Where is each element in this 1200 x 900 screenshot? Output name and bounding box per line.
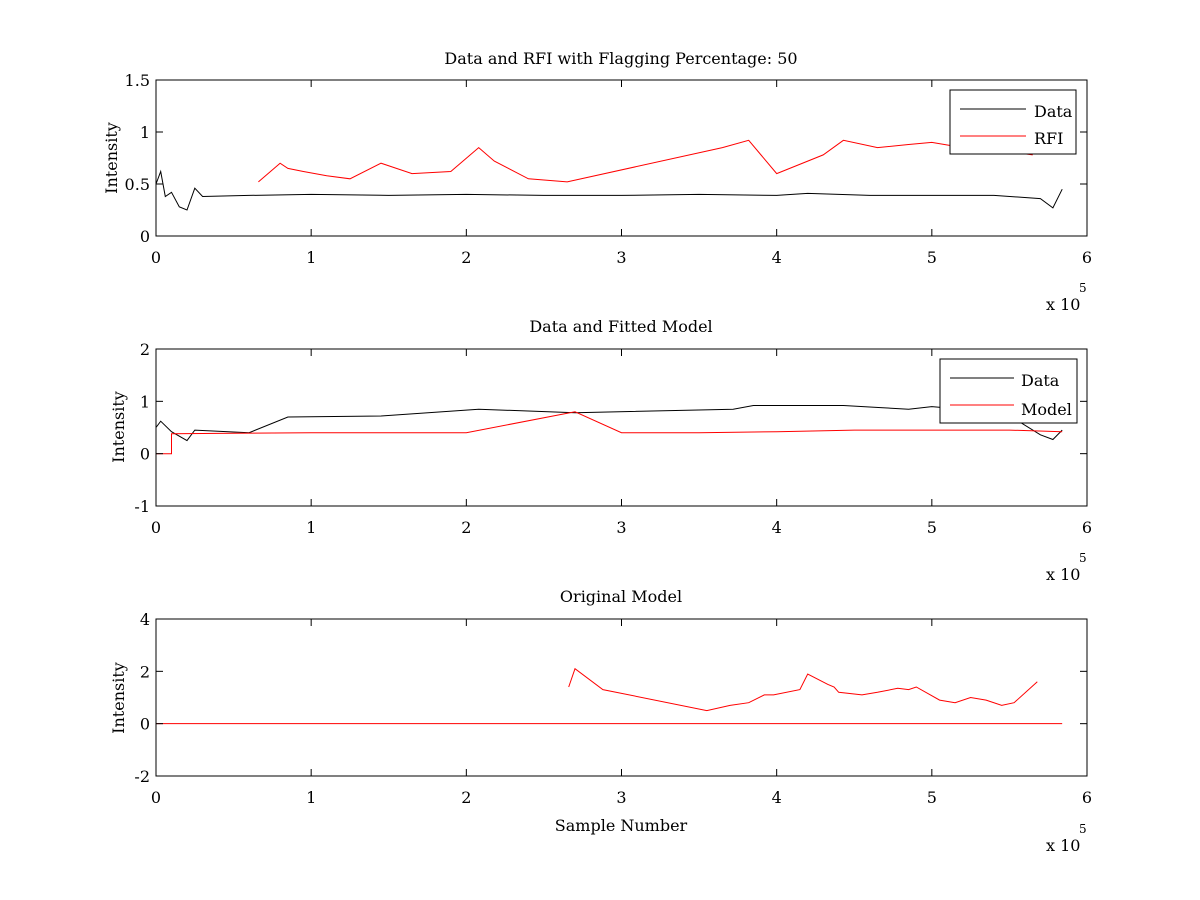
y-tick-label: 0: [140, 227, 150, 246]
panel-data-model: Data and Fitted Model Intensity x 10 5 0…: [109, 317, 1092, 584]
series-line-data: [155, 169, 1063, 211]
legend-box: [949, 89, 1077, 155]
y-tick-label: 1: [140, 392, 150, 411]
y-tick-label: 0: [140, 445, 150, 464]
x-tick-label: 2: [461, 248, 471, 267]
x-tick-label: 1: [306, 248, 316, 267]
x-scale-exponent: 5: [1079, 822, 1087, 836]
x-scale-label: x 10: [1046, 836, 1080, 855]
x-scale-exponent: 5: [1079, 281, 1087, 295]
panel-data-rfi: Data and RFI with Flagging Percentage: 5…: [102, 49, 1092, 314]
axes: 0 1 2 3 4 5 6 0 0.5 1 1.5: [125, 71, 1093, 267]
panel-title: Data and Fitted Model: [529, 317, 712, 336]
y-tick-label: 2: [140, 662, 150, 681]
x-tick-label: 5: [927, 248, 937, 267]
x-scale-exponent: 5: [1079, 551, 1087, 565]
y-axis-label: Intensity: [109, 391, 128, 463]
panel-original-model: Original Model Intensity Sample Number x…: [109, 587, 1092, 855]
x-tick-label: 2: [461, 788, 471, 807]
y-tick-label: 1.5: [125, 71, 150, 90]
y-tick-label: 0.5: [125, 175, 150, 194]
panel-title: Data and RFI with Flagging Percentage: 5…: [444, 49, 797, 68]
x-tick-label: 4: [772, 788, 782, 807]
x-tick-label: 0: [151, 788, 161, 807]
panel-title: Original Model: [560, 587, 682, 606]
x-tick-label: 1: [306, 788, 316, 807]
y-tick-label: 1: [140, 123, 150, 142]
legend: Data Model: [939, 358, 1078, 424]
x-tick-label: 5: [927, 518, 937, 537]
x-tick-label: 6: [1082, 518, 1092, 537]
x-scale-label: x 10: [1046, 565, 1080, 584]
x-tick-label: 0: [151, 248, 161, 267]
x-scale-label: x 10: [1046, 295, 1080, 314]
x-tick-label: 4: [772, 518, 782, 537]
y-tick-label: -2: [134, 767, 150, 786]
x-tick-label: 3: [616, 248, 626, 267]
y-tick-label: -1: [134, 497, 150, 516]
series-line-model: [156, 411, 1063, 455]
x-axis-label: Sample Number: [555, 816, 688, 835]
x-tick-label: 6: [1082, 788, 1092, 807]
legend-label-data: Data: [1034, 102, 1073, 121]
y-tick-label: 2: [140, 340, 150, 359]
y-tick-label: 0: [140, 715, 150, 734]
y-tick-label: 4: [140, 610, 150, 629]
plot-area: [156, 667, 1063, 725]
x-tick-label: 2: [461, 518, 471, 537]
legend-label-data: Data: [1021, 371, 1060, 390]
x-tick-label: 6: [1082, 248, 1092, 267]
x-tick-label: 4: [772, 248, 782, 267]
legend-box: [939, 358, 1078, 424]
series-line-model: [568, 667, 1038, 712]
x-tick-label: 3: [616, 518, 626, 537]
x-tick-label: 5: [927, 788, 937, 807]
x-tick-label: 1: [306, 518, 316, 537]
y-axis-label: Intensity: [109, 662, 128, 734]
legend-label-model: Model: [1021, 400, 1072, 419]
legend-label-rfi: RFI: [1034, 129, 1063, 148]
x-tick-label: 0: [151, 518, 161, 537]
legend: Data RFI: [949, 89, 1077, 155]
y-axis-label: Intensity: [102, 122, 121, 194]
x-tick-label: 3: [616, 788, 626, 807]
